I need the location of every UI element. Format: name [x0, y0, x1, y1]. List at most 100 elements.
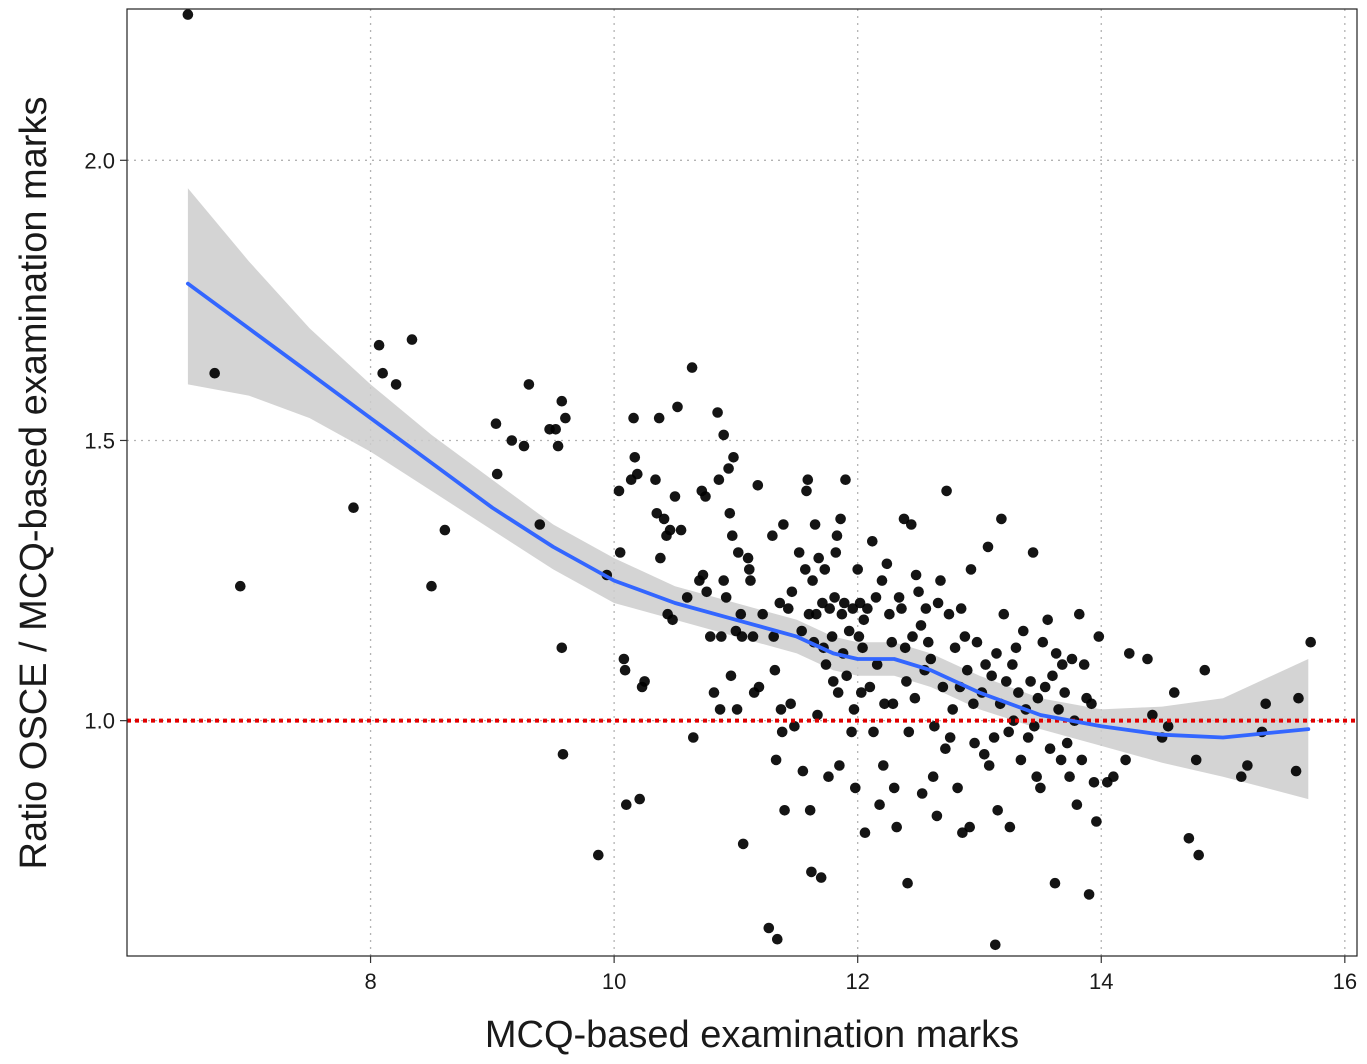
data-point-184 — [932, 597, 944, 609]
data-point-257 — [1091, 816, 1102, 827]
data-point-86 — [767, 530, 778, 541]
data-point-94 — [778, 519, 789, 530]
data-point-61 — [714, 704, 726, 715]
data-point-41 — [658, 513, 670, 525]
data-point-242 — [1055, 754, 1067, 766]
data-point-132 — [839, 597, 850, 609]
data-point-29 — [621, 799, 632, 810]
data-point-100 — [793, 547, 805, 558]
data-point-148 — [864, 681, 876, 693]
data-point-2 — [235, 580, 246, 592]
data-point-141 — [853, 631, 865, 642]
data-point-245 — [1061, 737, 1073, 749]
data-point-202 — [969, 737, 980, 749]
data-point-101 — [796, 625, 807, 637]
data-point-209 — [986, 670, 997, 682]
data-point-203 — [971, 636, 983, 648]
data-point-130 — [836, 608, 848, 620]
data-point-82 — [752, 480, 764, 491]
data-point-227 — [1022, 732, 1034, 743]
data-point-143 — [856, 687, 867, 698]
data-point-232 — [1032, 692, 1044, 704]
data-point-261 — [1120, 754, 1131, 766]
data-point-122 — [826, 631, 838, 642]
data-point-26 — [614, 547, 626, 558]
data-point-19 — [556, 395, 568, 407]
data-point-65 — [720, 592, 732, 603]
data-point-218 — [1003, 726, 1014, 738]
data-point-36 — [639, 676, 650, 687]
data-point-223 — [1013, 687, 1024, 698]
data-point-258 — [1093, 631, 1105, 642]
y-axis-ticks: 1.0 1.5 2.0 — [84, 148, 127, 734]
data-point-208 — [983, 760, 995, 771]
data-point-210 — [988, 732, 1000, 743]
data-point-176 — [916, 788, 928, 799]
data-point-250 — [1074, 608, 1085, 620]
data-point-252 — [1078, 659, 1090, 670]
data-point-275 — [1260, 698, 1271, 710]
data-point-96 — [783, 603, 794, 614]
data-point-211 — [990, 939, 1001, 951]
data-point-84 — [757, 608, 768, 620]
x-axis-title: MCQ-based examination marks — [485, 1014, 1019, 1056]
data-point-134 — [841, 670, 852, 682]
data-point-40 — [655, 552, 666, 564]
data-point-51 — [688, 732, 699, 743]
data-point-178 — [920, 603, 932, 614]
data-point-264 — [1147, 709, 1158, 721]
grid-layer — [127, 9, 1357, 956]
data-point-190 — [944, 732, 956, 743]
data-point-266 — [1162, 721, 1174, 732]
data-point-139 — [850, 782, 861, 794]
data-point-103 — [800, 564, 811, 575]
data-point-72 — [731, 704, 743, 715]
data-point-200 — [965, 564, 977, 575]
data-point-243 — [1057, 659, 1068, 670]
data-point-88 — [769, 664, 781, 676]
y-tick-label-2.0: 2.0 — [84, 148, 115, 173]
data-point-98 — [786, 586, 798, 598]
data-point-240 — [1050, 648, 1062, 659]
data-point-212 — [991, 648, 1002, 659]
data-point-95 — [779, 805, 790, 816]
data-point-193 — [952, 782, 963, 794]
data-point-48 — [675, 524, 687, 536]
data-point-167 — [901, 676, 912, 687]
data-point-59 — [712, 407, 723, 418]
data-point-271 — [1190, 754, 1202, 766]
data-point-254 — [1083, 889, 1095, 900]
x-axis-ticks: 8 10 12 14 16 — [364, 956, 1357, 994]
data-point-263 — [1142, 653, 1153, 665]
data-point-175 — [915, 620, 927, 631]
data-point-276 — [1290, 765, 1302, 777]
data-point-159 — [886, 636, 898, 648]
data-point-236 — [1042, 614, 1053, 626]
data-point-80 — [747, 631, 759, 642]
data-point-235 — [1039, 681, 1051, 693]
data-point-47 — [672, 401, 683, 413]
data-point-163 — [893, 592, 905, 603]
data-point-238 — [1047, 670, 1058, 682]
data-point-76 — [737, 838, 749, 850]
data-point-149 — [867, 536, 878, 547]
data-point-70 — [728, 452, 739, 463]
data-point-79 — [745, 575, 756, 586]
data-point-27 — [618, 653, 630, 665]
data-point-273 — [1242, 760, 1253, 771]
data-point-185 — [935, 575, 946, 586]
data-point-174 — [913, 586, 924, 598]
data-point-129 — [835, 513, 846, 525]
data-point-269 — [1193, 849, 1204, 861]
data-point-142 — [854, 597, 866, 609]
data-point-206 — [980, 659, 991, 670]
data-point-205 — [979, 749, 990, 760]
data-point-195 — [955, 603, 967, 614]
confidence-band-layer — [187, 188, 1309, 800]
data-point-196 — [957, 827, 968, 838]
data-point-199 — [964, 821, 975, 833]
data-point-13 — [518, 440, 530, 452]
data-point-153 — [874, 799, 885, 810]
data-point-32 — [629, 452, 641, 463]
